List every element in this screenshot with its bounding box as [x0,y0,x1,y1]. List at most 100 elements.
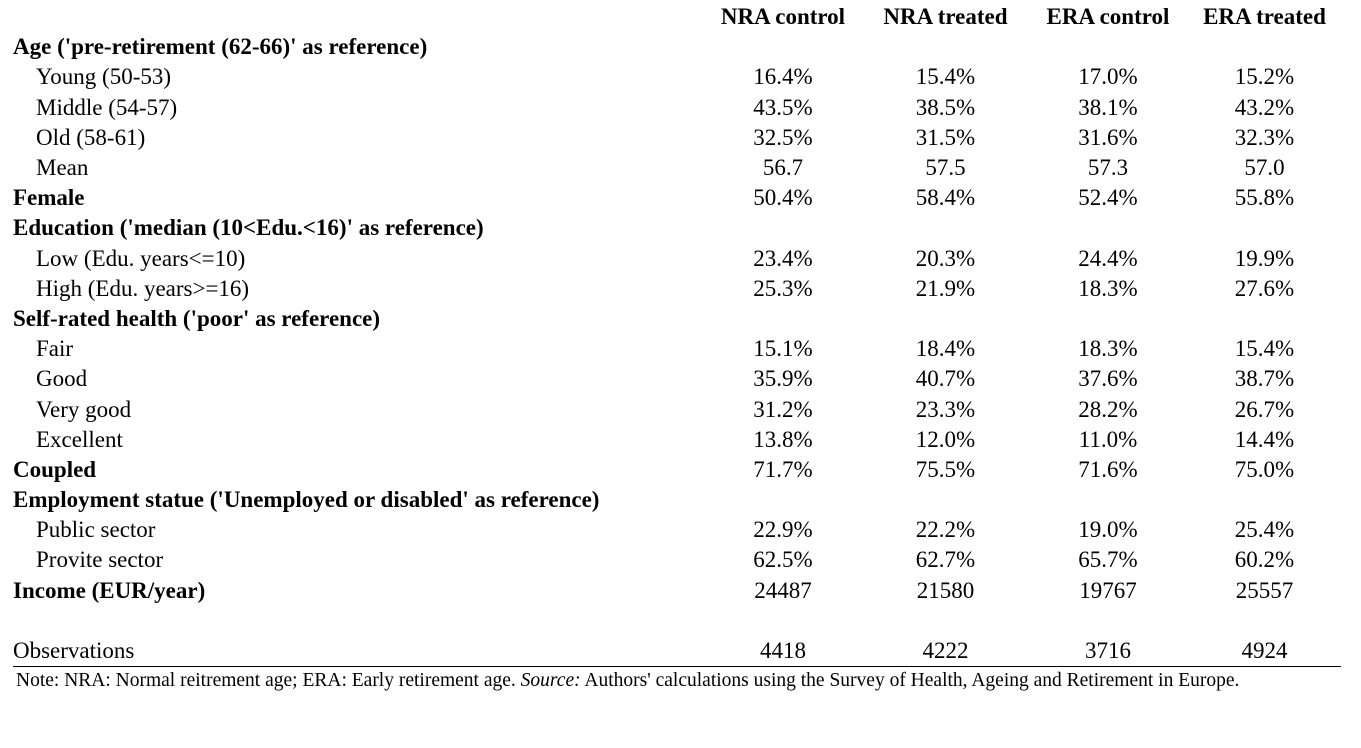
row-label: Mean [36,155,89,181]
table-cell [1028,213,1188,243]
table-cell: 58.4% [915,185,976,211]
table-cell: 21.9% [915,275,976,301]
table-row: Middle (54-57) 43.5% 38.5% 38.1% 43.2% [13,93,1341,123]
table-cell: 43.2% [1234,94,1295,120]
table-cell: 19767 [1079,577,1137,603]
observations-cell: 3716 [1028,635,1188,667]
table-cell: 52.4% [1078,185,1138,211]
table-cell: 23.3% [915,396,976,422]
table-cell: 20.3% [915,245,976,271]
table-cell: 12.0% [915,426,976,452]
table-cell: 57.3 [1087,155,1129,181]
table-cell: 17.0% [1078,64,1138,90]
table-cell [1188,32,1341,62]
table-cell: 38.1% [1078,94,1138,120]
row-label: Fair [36,336,74,362]
row-label: Provite sector [36,547,164,573]
table-row: Mean 56.7 57.5 57.3 57.0 [13,153,1341,183]
category-row: Age ('pre-retirement (62-66)' as referen… [13,32,1341,62]
category-label: Income (EUR/year) [13,577,206,603]
table-cell: 25557 [1235,577,1294,603]
table-cell: 18.3% [1078,336,1138,362]
spacer-cell [703,606,863,636]
table-row: High (Edu. years>=16) 25.3% 21.9% 18.3% 27.6… [13,274,1341,304]
table-cell: 65.7% [1078,547,1138,573]
category-row: Coupled 71.7% 75.5% 71.6% 75.0% [13,455,1341,485]
table-row: Old (58-61) 32.5% 31.5% 31.6% 32.3% [13,123,1341,153]
table-cell: 15.1% [753,336,813,362]
table-body: Age ('pre-retirement (62-66)' as referen… [13,32,1341,667]
table-cell: 56.7 [762,155,804,181]
table-cell [703,304,863,334]
table-cell: 31.2% [753,396,813,422]
table-cell: 31.5% [915,124,976,150]
note-source-label: Source: [520,670,581,691]
table-cell: 43.5% [753,94,813,120]
row-label: Young (50-53) [36,64,172,90]
category-row: Self-rated health ('poor' as reference) [13,304,1341,334]
row-label: Excellent [36,426,123,452]
table-cell: 15.4% [915,64,976,90]
column-header: NRA treated [883,4,1008,30]
spacer-cell [1028,606,1188,636]
table-cell: 11.0% [1078,426,1138,452]
observations-cell: 4222 [863,635,1028,667]
table-row: Low (Edu. years<=10) 23.4% 20.3% 24.4% 19.9% [13,244,1341,274]
category-label: Coupled [13,456,97,482]
table-cell: 40.7% [915,366,976,392]
table-cell: 31.6% [1078,124,1138,150]
table-cell: 35.9% [753,366,813,392]
table-note: Note: NRA: Normal reitrement age; ERA: E… [16,668,1346,720]
column-header: ERA treated [1203,4,1326,30]
table-cell: 60.2% [1234,547,1295,573]
table-cell [1188,213,1341,243]
table-cell: 22.2% [915,517,976,543]
spacer-cell [863,606,1028,636]
table-cell: 13.8% [753,426,813,452]
table-cell [1028,32,1188,62]
summary-statistics-table: NRA control NRA treated ERA control ERA … [13,2,1341,667]
table-cell: 18.3% [1078,275,1138,301]
category-label: Employment statue ('Unemployed or disabl… [13,487,600,513]
table-cell [1188,485,1341,515]
table-cell: 25.4% [1234,517,1295,543]
table-cell: 25.3% [753,275,813,301]
table-cell: 32.3% [1234,124,1295,150]
table-row: Very good 31.2% 23.3% 28.2% 26.7% [13,394,1341,424]
row-label: Good [36,366,88,392]
category-row: Education ('median (10<Edu.<16)' as refe… [13,213,1341,243]
note-prefix: Note: NRA: Normal reitrement age; ERA: E… [16,670,521,691]
table-cell [703,32,863,62]
table-row: Provite sector 62.5% 62.7% 65.7% 60.2% [13,545,1341,575]
row-label: Low (Edu. years<=10) [36,245,246,271]
table-cell [1188,304,1341,334]
row-label: Public sector [36,517,156,543]
table-cell: 75.5% [915,456,976,482]
table-cell: 22.9% [753,517,813,543]
table-cell [863,304,1028,334]
table-cell: 37.6% [1078,366,1138,392]
column-header: ERA control [1046,4,1170,30]
table-cell: 55.8% [1234,185,1295,211]
spacer-cell [13,606,703,636]
table-cell: 57.5 [925,155,966,181]
table-cell [1028,485,1188,515]
row-label: Old (58-61) [36,124,146,150]
table-cell: 19.9% [1234,245,1295,271]
table-cell: 26.7% [1234,396,1295,422]
table-cell: 15.4% [1234,336,1295,362]
spacer-cell [1188,606,1341,636]
table-cell: 15.2% [1234,64,1295,90]
table-cell: 75.0% [1234,456,1295,482]
note-suffix: Authors' calculations using the Survey o… [580,670,1240,691]
row-label: High (Edu. years>=16) [36,275,250,301]
table-cell [863,485,1028,515]
category-label: Education ('median (10<Edu.<16)' as refe… [13,215,484,241]
table-cell: 16.4% [753,64,813,90]
table-cell [703,213,863,243]
table-cell [863,213,1028,243]
table-cell: 50.4% [753,185,813,211]
table-cell: 57.0 [1244,155,1285,181]
table-row: Excellent 13.8% 12.0% 11.0% 14.4% [13,425,1341,455]
